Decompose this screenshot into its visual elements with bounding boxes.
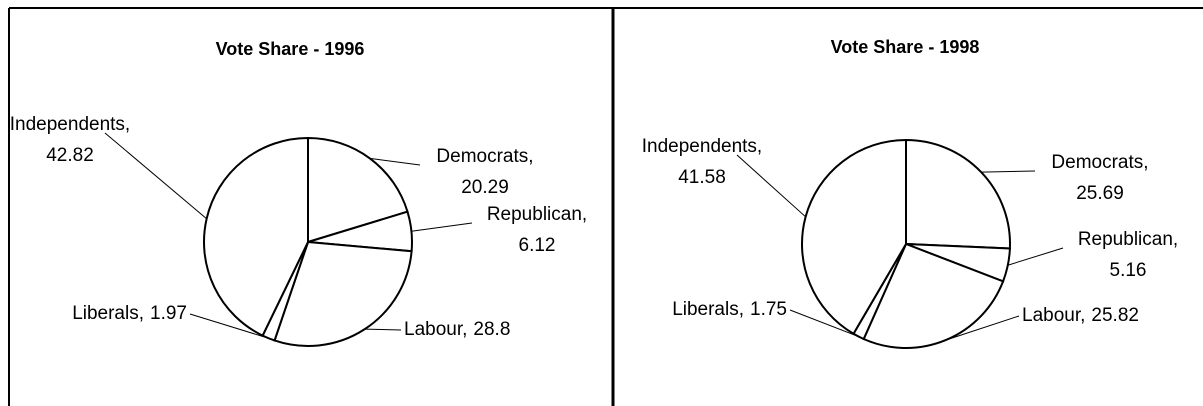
value-label: 5.16 [1110,260,1147,281]
pie-slice [203,136,309,337]
category-label: Liberals, [72,303,144,324]
data-label: Labour, 25.82 [1022,305,1139,326]
category-label: Republican, [487,204,587,225]
value-label: 42.82 [46,145,94,166]
value-label: 25.82 [1091,305,1139,326]
value-label: 28.8 [473,319,510,340]
pie-slice [273,240,413,347]
value-label: 20.29 [461,177,509,198]
data-label: Republican, 6.12 [487,204,587,256]
leader-line [104,132,207,220]
leader-line [736,154,806,218]
leader-line [789,309,859,337]
leader-line [981,170,1036,173]
value-label: 25.69 [1076,183,1124,204]
data-label: Independents, 41.58 [642,136,762,188]
chart-title: Vote Share - 1996 [216,39,365,59]
data-label: Liberals, 1.75 [672,299,787,320]
category-label: Liberals, [672,299,744,320]
category-label: Labour, [1022,305,1085,326]
pie-slice [905,138,1011,250]
data-label: Democrats, 20.29 [436,146,533,198]
leader-line [369,157,421,166]
data-label: Republican, 5.16 [1078,229,1178,281]
data-label: Democrats, 25.69 [1051,152,1148,204]
category-label: Republican, [1078,229,1178,250]
category-label: Labour, [404,319,467,340]
value-label: 1.75 [750,299,787,320]
data-label: Labour, 28.8 [404,319,510,340]
chart-title: Vote Share - 1998 [831,37,980,57]
leader-line [364,328,402,331]
data-label: Liberals, 1.97 [72,303,187,324]
pie-slice [862,242,1005,349]
category-label: Independents, [642,136,762,157]
category-label: Democrats, [1051,152,1148,173]
leader-line [1007,247,1064,266]
category-label: Independents, [10,114,130,135]
data-label: Independents, 42.82 [10,114,130,166]
leader-line [189,313,269,339]
value-label: 6.12 [519,235,556,256]
leader-line [945,315,1020,341]
value-label: 1.97 [150,303,187,324]
leader-line [411,222,473,232]
value-label: 41.58 [678,167,726,188]
category-label: Democrats, [436,146,533,167]
